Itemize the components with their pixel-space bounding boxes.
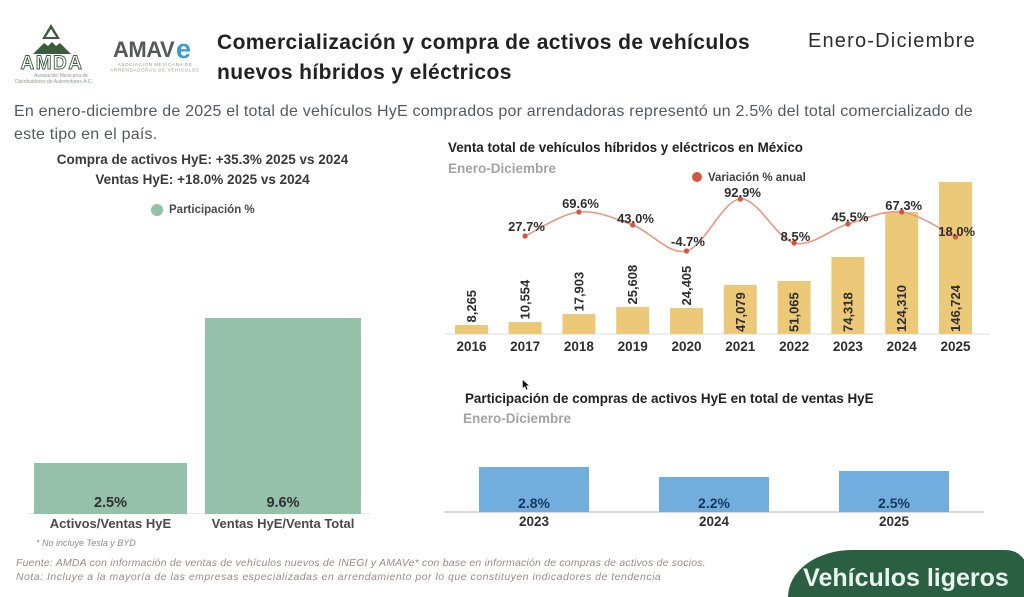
svg-text:92.9%: 92.9%: [724, 185, 761, 200]
svg-text:-4.7%: -4.7%: [671, 234, 705, 249]
svg-text:24,405: 24,405: [679, 266, 694, 306]
svg-text:146,724: 146,724: [948, 284, 963, 332]
svg-text:Variación % anual: Variación % anual: [708, 172, 806, 184]
svg-text:27.7%: 27.7%: [508, 219, 545, 234]
svg-text:Distribuidores de Automotores: Distribuidores de Automotores A.C.: [15, 79, 93, 85]
svg-text:18.0%: 18.0%: [938, 224, 975, 239]
svg-text:2025: 2025: [940, 339, 971, 354]
svg-text:8.5%: 8.5%: [781, 229, 811, 244]
svg-text:2024: 2024: [887, 339, 918, 354]
svg-text:25,608: 25,608: [625, 265, 640, 305]
svg-text:2017: 2017: [510, 339, 540, 354]
svg-text:2016: 2016: [456, 339, 487, 354]
svg-text:74,318: 74,318: [840, 292, 855, 332]
svg-text:AMAV: AMAV: [113, 37, 175, 62]
svg-text:69.6%: 69.6%: [562, 196, 599, 211]
svg-text:2020: 2020: [671, 339, 701, 354]
svg-text:10,554: 10,554: [518, 279, 533, 320]
svg-text:2021: 2021: [725, 339, 756, 354]
svg-text:47,079: 47,079: [733, 292, 748, 332]
svg-text:ARRENDADORAS DE VEHÍCULOS: ARRENDADORAS DE VEHÍCULOS: [110, 67, 199, 73]
svg-text:2019: 2019: [618, 339, 648, 354]
svg-text:2023: 2023: [833, 339, 864, 354]
svg-text:AMDA: AMDA: [21, 53, 84, 74]
svg-text:45.5%: 45.5%: [832, 209, 869, 224]
svg-text:124,310: 124,310: [894, 285, 909, 332]
svg-text:51,065: 51,065: [787, 292, 802, 332]
svg-text:2018: 2018: [564, 339, 595, 354]
svg-text:43.0%: 43.0%: [617, 211, 654, 226]
svg-text:2022: 2022: [779, 339, 809, 354]
svg-text:Asociación Mexicana de: Asociación Mexicana de: [34, 73, 88, 79]
svg-text:17,903: 17,903: [571, 272, 586, 312]
svg-text:8,265: 8,265: [464, 290, 479, 323]
svg-text:e: e: [176, 34, 191, 64]
svg-text:ASOCIACIÓN MEXICANA DE: ASOCIACIÓN MEXICANA DE: [118, 61, 193, 67]
svg-text:67.3%: 67.3%: [885, 198, 922, 213]
